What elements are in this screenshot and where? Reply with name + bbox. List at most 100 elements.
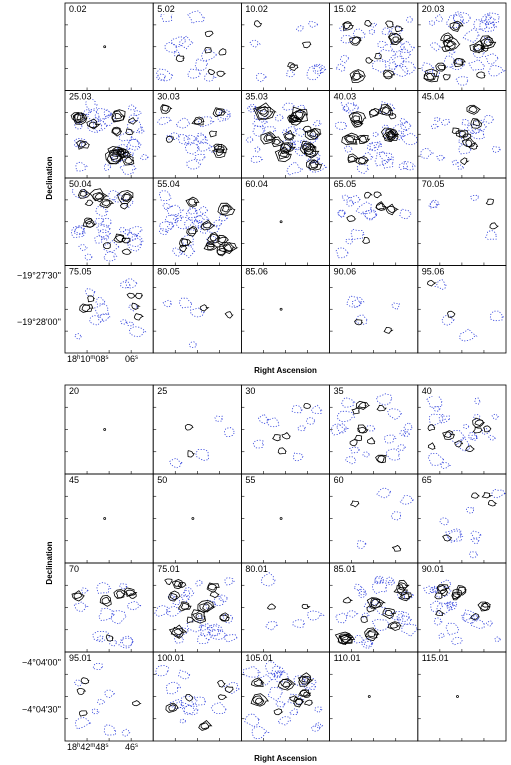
contour (442, 73, 451, 81)
contour (202, 603, 210, 612)
panel-label: 115.01 (422, 653, 449, 663)
contour (126, 292, 136, 299)
contour (346, 215, 357, 222)
contour (456, 695, 459, 698)
contour (72, 112, 88, 125)
dec-tick-label: −4°04'30'' (22, 705, 61, 715)
contour (125, 128, 135, 136)
contour (285, 70, 295, 78)
contour (82, 218, 97, 228)
contour (365, 57, 374, 64)
contour (308, 154, 320, 164)
contours (245, 102, 328, 176)
contour (219, 614, 229, 622)
contour (335, 247, 349, 259)
contour (111, 110, 126, 122)
contour (364, 19, 373, 27)
contour (307, 610, 325, 621)
contour (128, 114, 139, 123)
contour (398, 61, 417, 75)
contours (426, 279, 505, 342)
contour (470, 118, 483, 129)
panel-label: 95.06 (422, 267, 445, 277)
contour (170, 626, 185, 638)
contour (346, 295, 365, 308)
contour (377, 103, 394, 116)
contour (197, 141, 214, 152)
contour (127, 234, 144, 248)
contour (449, 20, 464, 32)
contour (391, 544, 402, 552)
contour (299, 139, 308, 146)
contour (390, 511, 401, 521)
channel-panel: 85.01 (329, 562, 419, 653)
contour (188, 207, 198, 215)
label-bg (154, 4, 181, 14)
panel-frame (329, 90, 419, 179)
contour (171, 247, 184, 257)
contour (220, 204, 233, 215)
contour (170, 36, 187, 48)
contour (96, 224, 111, 234)
contour (259, 108, 269, 115)
contour (371, 60, 387, 73)
contour (378, 48, 398, 63)
contour (262, 126, 277, 136)
contour (364, 191, 373, 199)
channel-panel: 45.04 (417, 90, 507, 179)
contour (470, 530, 482, 539)
contour (455, 76, 469, 86)
contour (303, 403, 312, 409)
contour (179, 718, 187, 724)
contour (127, 138, 140, 148)
channel-panel: 75.05 (64, 265, 154, 354)
contour (350, 228, 365, 241)
contour (172, 597, 181, 606)
contour (437, 64, 446, 71)
contour (125, 138, 143, 151)
contour (428, 201, 438, 209)
panel-label: 95.01 (69, 653, 92, 663)
contours (191, 517, 195, 520)
contour (195, 448, 210, 461)
contour (353, 120, 363, 128)
contours (423, 578, 502, 646)
contour (465, 506, 474, 514)
contour (474, 397, 481, 405)
contour (94, 235, 104, 244)
contour (221, 205, 230, 213)
contour (207, 623, 224, 637)
contour (111, 126, 123, 137)
panel-frame (152, 562, 242, 653)
contour (96, 635, 105, 641)
contour (260, 131, 277, 145)
ra-tick-label: 06s (125, 354, 138, 364)
contour (217, 694, 228, 700)
contour (136, 127, 145, 134)
contour (279, 220, 283, 224)
panel-frame (152, 473, 242, 564)
label-bg (418, 564, 445, 574)
contour (344, 238, 354, 245)
contour (270, 665, 286, 677)
contour (132, 700, 142, 707)
contour (388, 132, 397, 140)
label-bg (330, 475, 357, 485)
contour (206, 232, 221, 244)
contour (218, 109, 231, 121)
contour (120, 318, 128, 325)
contour (216, 248, 227, 255)
contour (158, 221, 174, 232)
contour (117, 190, 134, 204)
contour (88, 121, 97, 129)
contour (164, 578, 173, 586)
contour (273, 670, 283, 678)
contour (293, 675, 308, 686)
contour (429, 585, 439, 594)
contour (397, 591, 406, 599)
contour (251, 726, 270, 740)
contours (103, 428, 107, 431)
contour (311, 724, 321, 732)
panel-label: 30 (245, 386, 255, 396)
label-bg (154, 386, 181, 396)
